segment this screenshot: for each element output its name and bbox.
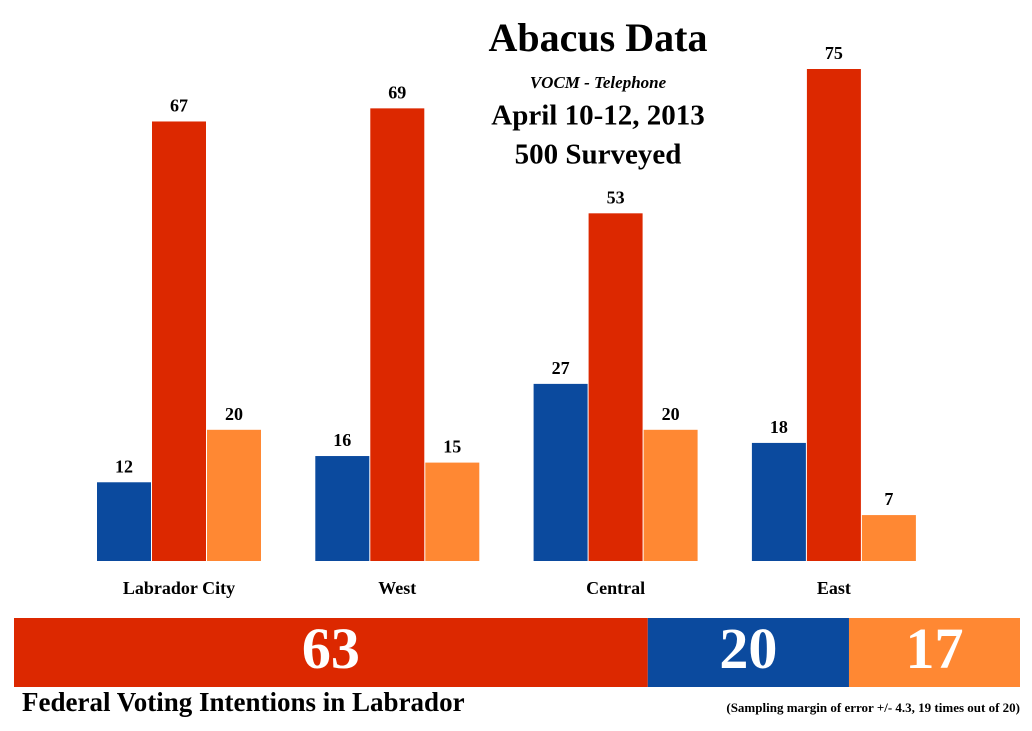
data-label: 7 (884, 489, 893, 509)
bar (207, 429, 261, 561)
bar (97, 482, 151, 561)
data-label: 20 (662, 404, 680, 424)
footer-title: Federal Voting Intentions in Labrador (22, 687, 465, 717)
x-tick-label: Central (586, 578, 645, 598)
bar-segment (647, 618, 849, 687)
data-label: 15 (443, 437, 461, 457)
footnote: (Sampling margin of error +/- 4.3, 19 ti… (726, 700, 1020, 715)
annotation: April 10-12, 2013 (491, 100, 704, 132)
bar (861, 515, 916, 561)
data-label: 16 (333, 430, 351, 450)
data-label: 20 (225, 404, 243, 424)
data-label: 53 (607, 187, 625, 207)
bar (315, 456, 370, 561)
data-label: 27 (552, 358, 570, 378)
bar (425, 462, 480, 561)
bar (806, 69, 861, 561)
data-label: 18 (770, 417, 788, 437)
x-tick-label: Labrador City (123, 578, 235, 598)
bar (751, 442, 806, 561)
bar (370, 108, 425, 562)
bar-segment (14, 618, 648, 687)
data-label: 12 (115, 456, 133, 476)
data-label: 17 (905, 616, 963, 681)
data-label: 67 (170, 96, 188, 116)
x-tick-label: East (817, 578, 851, 598)
bar (643, 429, 698, 561)
chart-title: Abacus Data (489, 15, 708, 60)
bar (588, 213, 643, 561)
data-label: 69 (388, 82, 406, 102)
bar (533, 383, 588, 561)
data-label: 75 (825, 43, 843, 63)
chart-subtitle: VOCM - Telephone (530, 73, 667, 92)
bar (152, 121, 206, 561)
x-tick-label: West (378, 578, 416, 598)
data-label: 20 (719, 616, 777, 681)
data-label: 63 (302, 616, 360, 681)
bar-segment (848, 618, 1020, 687)
annotation: 500 Surveyed (515, 139, 682, 171)
